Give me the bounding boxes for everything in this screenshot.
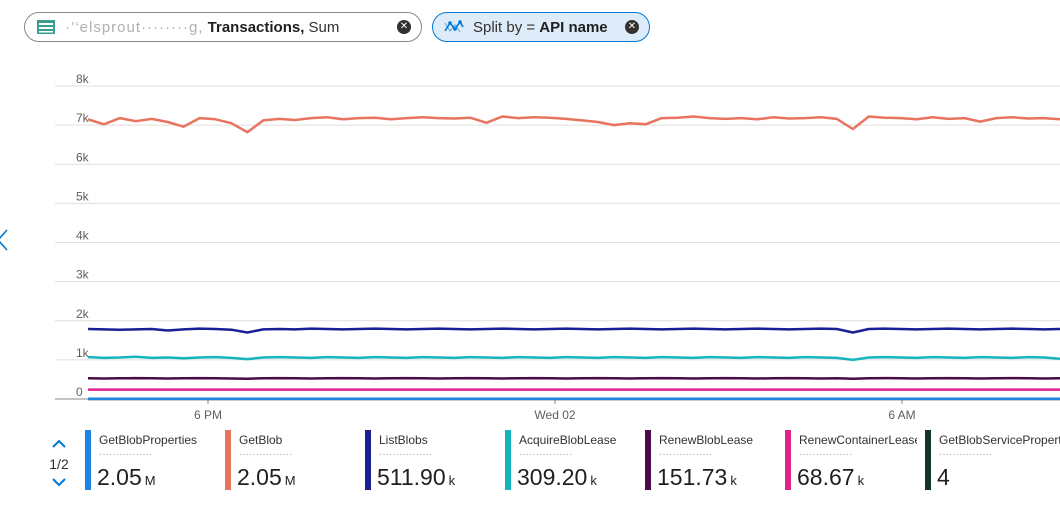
metric-pill[interactable]: ·’‘elsprout········g, Transactions, Sum … [24, 12, 422, 42]
chart-series [87, 115, 1060, 401]
legend-resource-name: ················ [379, 449, 433, 460]
legend-resource-name: ················ [519, 449, 573, 460]
legend-series-name: GetBlob [239, 433, 283, 447]
legend-series-name: AcquireBlobLease [519, 433, 617, 447]
legend-color-bar [365, 430, 371, 490]
y-tick-label: 1k [76, 346, 90, 360]
chevron-left-icon[interactable] [0, 228, 10, 252]
y-tick-label: 6k [76, 150, 90, 164]
chevron-down-icon[interactable] [51, 477, 67, 487]
legend-item[interactable]: GetBlob ················ 2.05 M [225, 430, 360, 490]
legend-resource-name: ················ [939, 449, 993, 460]
legend-resource-name: ················ [99, 449, 153, 460]
legend-item[interactable]: RenewContainerLease ················ 68.… [785, 430, 920, 490]
legend-value: 511.90 [377, 464, 446, 490]
chart-x-axis: 6 PM Wed 02 6 AM [194, 399, 916, 422]
remove-split-close-icon[interactable]: ✕ [625, 20, 639, 34]
legend-unit: k [730, 473, 737, 488]
legend-value: 309.20 [517, 464, 588, 490]
legend-item[interactable]: ListBlobs ················ 511.90 k [365, 430, 500, 490]
line-chart: 0 1k 2k 3k 4k 5k 6k 7k 8k 6 PM Wed 02 6 AM [55, 72, 1060, 422]
chart-y-axis: 0 1k 2k 3k 4k 5k 6k 7k 8k [76, 72, 90, 399]
legend-resource-name: ················ [239, 449, 293, 460]
series-line-listblobs[interactable] [87, 327, 1060, 334]
legend-unit: M [284, 473, 296, 488]
legend-color-bar [225, 430, 231, 490]
legend-resource-name: ················ [659, 449, 713, 460]
legend-value: 2.05 [97, 464, 142, 490]
legend-color-bar [505, 430, 511, 490]
legend-value: 151.73 [657, 464, 728, 490]
legend-item[interactable]: RenewBlobLease ················ 151.73 k [645, 430, 780, 490]
storage-table-icon [35, 19, 57, 35]
legend-unit: k [857, 473, 865, 488]
y-tick-label: 5k [76, 189, 90, 203]
legend-pager: 1/2 [44, 436, 74, 492]
legend-series-name: ListBlobs [379, 433, 428, 447]
legend-color-bar [785, 430, 791, 490]
metric-name: Transactions, [207, 18, 305, 36]
legend-page-indicator: 1/2 [49, 456, 69, 472]
series-line-acquirebloblease[interactable] [87, 355, 1060, 362]
remove-metric-close-icon[interactable]: ✕ [397, 20, 411, 34]
y-tick-label: 7k [76, 111, 90, 125]
y-tick-label: 2k [76, 307, 90, 321]
chart-gridlines [55, 85, 1060, 400]
legend-unit: M [144, 473, 156, 488]
x-tick-label: Wed 02 [534, 408, 575, 422]
legend-item[interactable]: AcquireBlobLease ················ 309.20… [505, 430, 640, 490]
legend-series-name: RenewContainerLease [799, 433, 917, 447]
split-by-prefix: Split by = [473, 18, 536, 36]
chevron-up-icon[interactable] [51, 439, 67, 449]
legend-value: 4 [937, 464, 950, 490]
x-tick-label: 6 AM [888, 408, 915, 422]
x-tick-label: 6 PM [194, 408, 222, 422]
legend-unit: k [590, 473, 597, 488]
y-tick-label: 3k [76, 268, 90, 282]
legend-item[interactable]: GetBlobProperties ················ 2.05 M [85, 430, 220, 490]
legend-value: 68.67 [797, 464, 855, 490]
y-tick-label: 8k [76, 72, 90, 86]
split-by-pill[interactable]: Split by = API name ✕ [432, 12, 650, 42]
series-line-renewbloblease[interactable] [87, 376, 1060, 380]
metric-resource-name: ·’‘elsprout········g, [65, 18, 204, 36]
legend-value: 2.05 [237, 464, 282, 490]
legend-color-bar [85, 430, 91, 490]
legend-series-name: GetBlobProperties [99, 433, 198, 447]
metric-aggregation: Sum [308, 18, 340, 36]
y-tick-label: 4k [76, 229, 90, 243]
y-tick-label: 0 [76, 385, 83, 399]
legend-series-name: GetBlobServicePropert... [939, 433, 1060, 447]
legend-series-name: RenewBlobLease [659, 433, 754, 447]
legend-item[interactable]: GetBlobServicePropert... ···············… [925, 430, 1060, 490]
split-by-icon [443, 19, 465, 35]
split-by-value: API name [539, 18, 608, 36]
series-line-getblob[interactable] [87, 115, 1060, 134]
legend-resource-name: ················ [799, 449, 853, 460]
legend-unit: k [448, 473, 456, 488]
legend-color-bar [645, 430, 651, 490]
legend-color-bar [925, 430, 931, 490]
